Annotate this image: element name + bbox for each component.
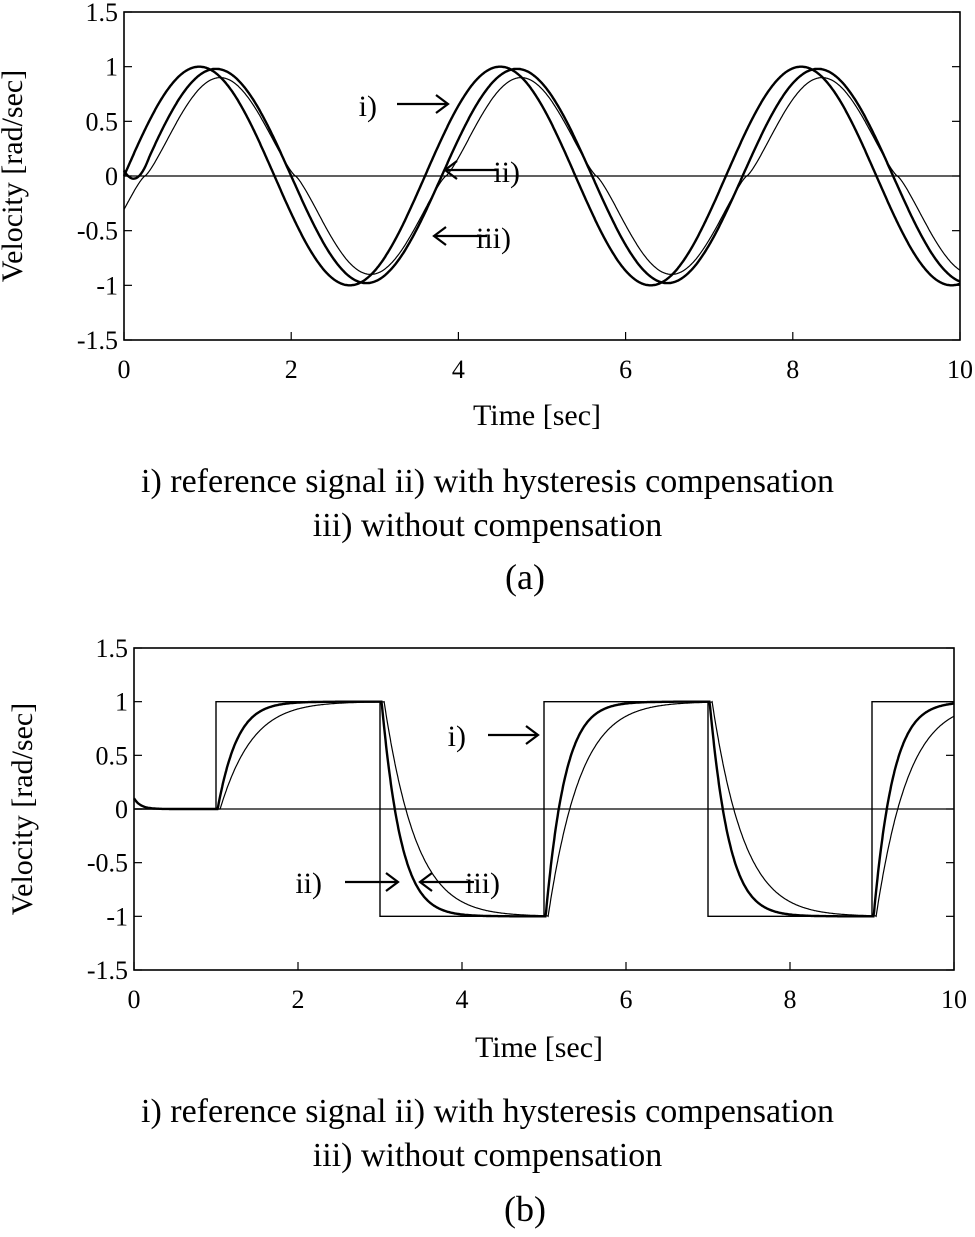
chart-a-x-tick-label: 2: [285, 355, 298, 384]
chart-b-x-tick-label: 4: [456, 985, 469, 1014]
chart-a-y-tick-label: 1.5: [86, 0, 119, 27]
chart-b-y-tick-label: -1.5: [87, 956, 128, 985]
chart-a-x-tick-label: 6: [619, 355, 632, 384]
chart-a-y-axis-label: Velocity [rad/sec]: [0, 70, 29, 282]
chart-a-series-3-line: [123, 76, 961, 275]
chart-b-series-3-line: [133, 700, 955, 918]
chart-a-x-tick-label: 8: [786, 355, 799, 384]
chart-a-annotation-arrow-head: [435, 94, 450, 114]
chart-a-annotation-label: iii): [476, 222, 511, 255]
chart-b-y-tick-label: -1: [106, 902, 128, 931]
chart-b-y-axis-label: Velocity [rad/sec]: [6, 703, 39, 915]
chart-b-annotation-arrow-head: [385, 872, 400, 892]
chart-b-x-tick-label: 8: [784, 985, 797, 1014]
chart-b-caption-line1: i) reference signal ii) with hysteresis …: [141, 1093, 834, 1130]
chart-a-y-tick-label: 0.5: [86, 107, 119, 136]
chart-b-y-tick-label: -0.5: [87, 849, 128, 878]
chart-a-y-tick-label: 1: [105, 53, 118, 82]
chart-a-caption-line2: iii) without compensation: [312, 507, 663, 544]
chart-a-y-tick-label: -0.5: [77, 217, 118, 246]
chart-a-y-tick-label: 0: [105, 162, 118, 191]
chart-b-panel-label: (b): [504, 1189, 546, 1229]
chart-a-x-axis-label: Time [sec]: [473, 399, 601, 432]
chart-a-annotation-label: ii): [493, 156, 520, 189]
chart-b-caption: i) reference signal ii) with hysteresis …: [0, 1090, 975, 1178]
chart-a-x-tick-label: 10: [947, 355, 973, 384]
chart-b-x-tick-label: 10: [941, 985, 967, 1014]
chart-a-panel-label: (a): [505, 557, 545, 597]
chart-a-y-tick-label: -1.5: [77, 326, 118, 355]
chart-b-y-tick-label: 0.5: [96, 741, 129, 770]
chart-b-x-tick-label: 6: [620, 985, 633, 1014]
chart-b-y-tick-label: 0: [115, 795, 128, 824]
chart-a-y-tick-label: -1: [96, 271, 118, 300]
chart-b-x-tick-label: 0: [128, 985, 141, 1014]
chart-panel-b: 1.5 1 0.5 0 -0.5 -1 -1.5 0 2 4 6 8 10 Time [sec] Veloc…: [0, 630, 975, 1237]
chart-b-series-1-line: [134, 700, 954, 917]
chart-b-caption-line2: iii) without compensation: [312, 1137, 663, 1174]
chart-a-annotation-arrow-head: [443, 160, 458, 180]
chart-panel-a: 1.5 1 0.5 0 -0.5 -1 -1.5 0 2 4 6 8 10 Time [sec] Veloc…: [0, 0, 975, 600]
chart-a-annotation-arrow-head: [432, 226, 447, 246]
chart-b-y-tick-label: 1.5: [96, 634, 129, 663]
chart-b-annotation-label: i): [448, 720, 466, 753]
chart-b-y-tick-label: 1: [115, 688, 128, 717]
chart-a-annotation-label: i): [359, 90, 377, 123]
chart-a-x-tick-label: 4: [452, 355, 465, 384]
chart-b-annotation-arrow-head: [525, 725, 540, 745]
chart-a-series-1-line: [122, 65, 961, 287]
chart-a-series-2-line: [122, 67, 961, 285]
chart-a-caption-line1: i) reference signal ii) with hysteresis …: [141, 463, 834, 500]
chart-b-annotation-arrow-head: [418, 872, 433, 892]
chart-b-x-tick-label: 2: [292, 985, 305, 1014]
chart-a-x-tick-label: 0: [118, 355, 131, 384]
chart-b-x-axis-label: Time [sec]: [475, 1031, 603, 1064]
chart-b-annotation-label: iii): [465, 867, 500, 900]
chart-a-caption: i) reference signal ii) with hysteresis …: [0, 460, 975, 548]
chart-b-annotation-label: ii): [295, 867, 322, 900]
